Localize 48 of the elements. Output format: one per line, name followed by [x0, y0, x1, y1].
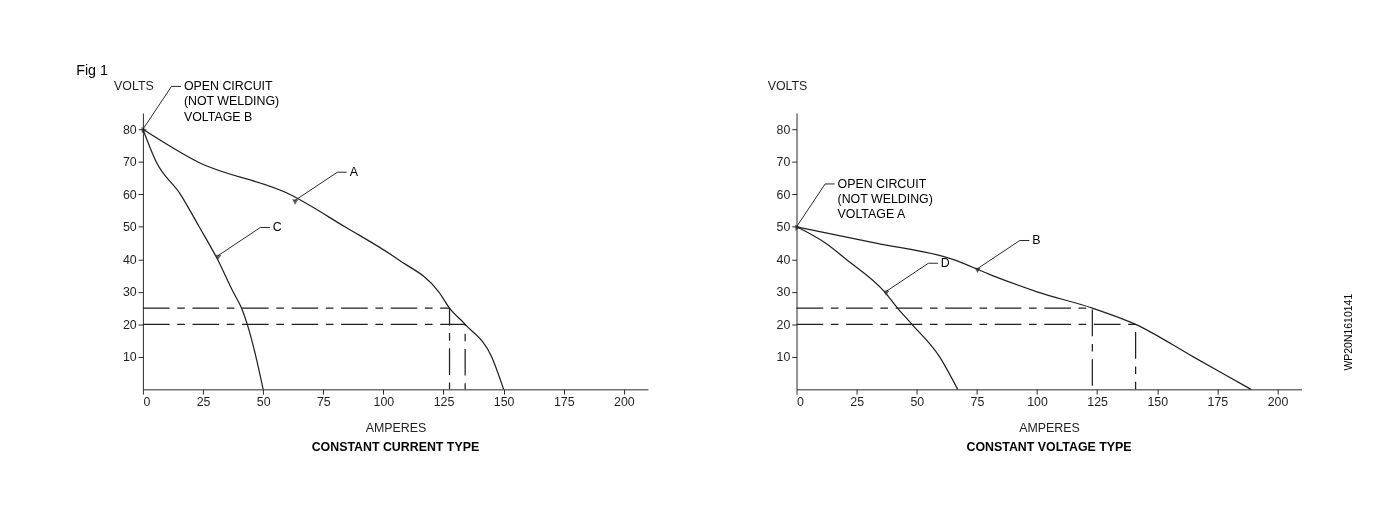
text: CONSTANT CURRENT TYPE: [311, 440, 480, 455]
y-tick-label: 70: [122, 155, 137, 170]
x-tick-label: 50: [910, 395, 925, 410]
y-tick-label: 10: [122, 350, 137, 365]
annotation: OPEN CIRCUIT (NOT WELDING) VOLTAGE B: [183, 79, 280, 124]
x-tick-label: 0: [143, 395, 151, 410]
annotation: B: [1032, 233, 1041, 248]
annotation: OPEN CIRCUIT (NOT WELDING) VOLTAGE A: [837, 176, 933, 222]
text: CONSTANT VOLTAGE TYPE: [966, 440, 1132, 455]
x-tick-label: 150: [493, 395, 515, 410]
annotation: C: [272, 220, 282, 235]
x-tick-label: 100: [1027, 395, 1048, 410]
y-tick-label: 50: [122, 220, 137, 235]
y-tick-label: 40: [776, 252, 791, 267]
x-axis-title: AMPERES: [365, 420, 427, 435]
y-tick-label: 60: [122, 187, 137, 202]
annotation: A: [349, 165, 359, 180]
y-tick-label: 50: [776, 220, 791, 235]
x-tick-label: 25: [196, 395, 211, 410]
x-tick-label: 125: [1087, 395, 1109, 410]
x-tick-label: 75: [970, 395, 985, 410]
x-tick-label: 175: [1207, 395, 1229, 410]
caption: Fig 1: [76, 61, 109, 78]
y-tick-label: 30: [122, 285, 137, 300]
y-tick-label: 20: [776, 317, 791, 332]
annotation: D: [940, 256, 950, 271]
y-tick-label: 40: [122, 252, 137, 267]
x-tick-label: 100: [373, 395, 395, 410]
y-tick-label: 10: [776, 350, 791, 365]
y-tick-label: 80: [122, 122, 137, 137]
x-tick-label: 125: [433, 395, 455, 410]
y-tick-label: 80: [776, 122, 791, 137]
y-tick-label: 30: [776, 285, 791, 300]
y-axis-title: VOLTS: [114, 78, 154, 93]
x-axis-title: AMPERES: [1019, 420, 1080, 435]
x-tick-label: 0: [797, 395, 805, 410]
x-tick-label: 200: [1267, 395, 1289, 410]
x-tick-label: 75: [316, 395, 331, 410]
x-tick-label: 175: [553, 395, 575, 410]
y-tick-label: 70: [776, 155, 791, 170]
y-tick-label: 60: [776, 187, 791, 202]
y-tick-label: 20: [122, 317, 137, 332]
text: WP20N1610141: [1343, 293, 1355, 371]
x-tick-label: 150: [1147, 395, 1169, 410]
x-tick-label: 25: [850, 395, 865, 410]
x-tick-label: 50: [256, 395, 271, 410]
y-axis-title: VOLTS: [767, 78, 808, 93]
x-tick-label: 200: [614, 395, 635, 410]
